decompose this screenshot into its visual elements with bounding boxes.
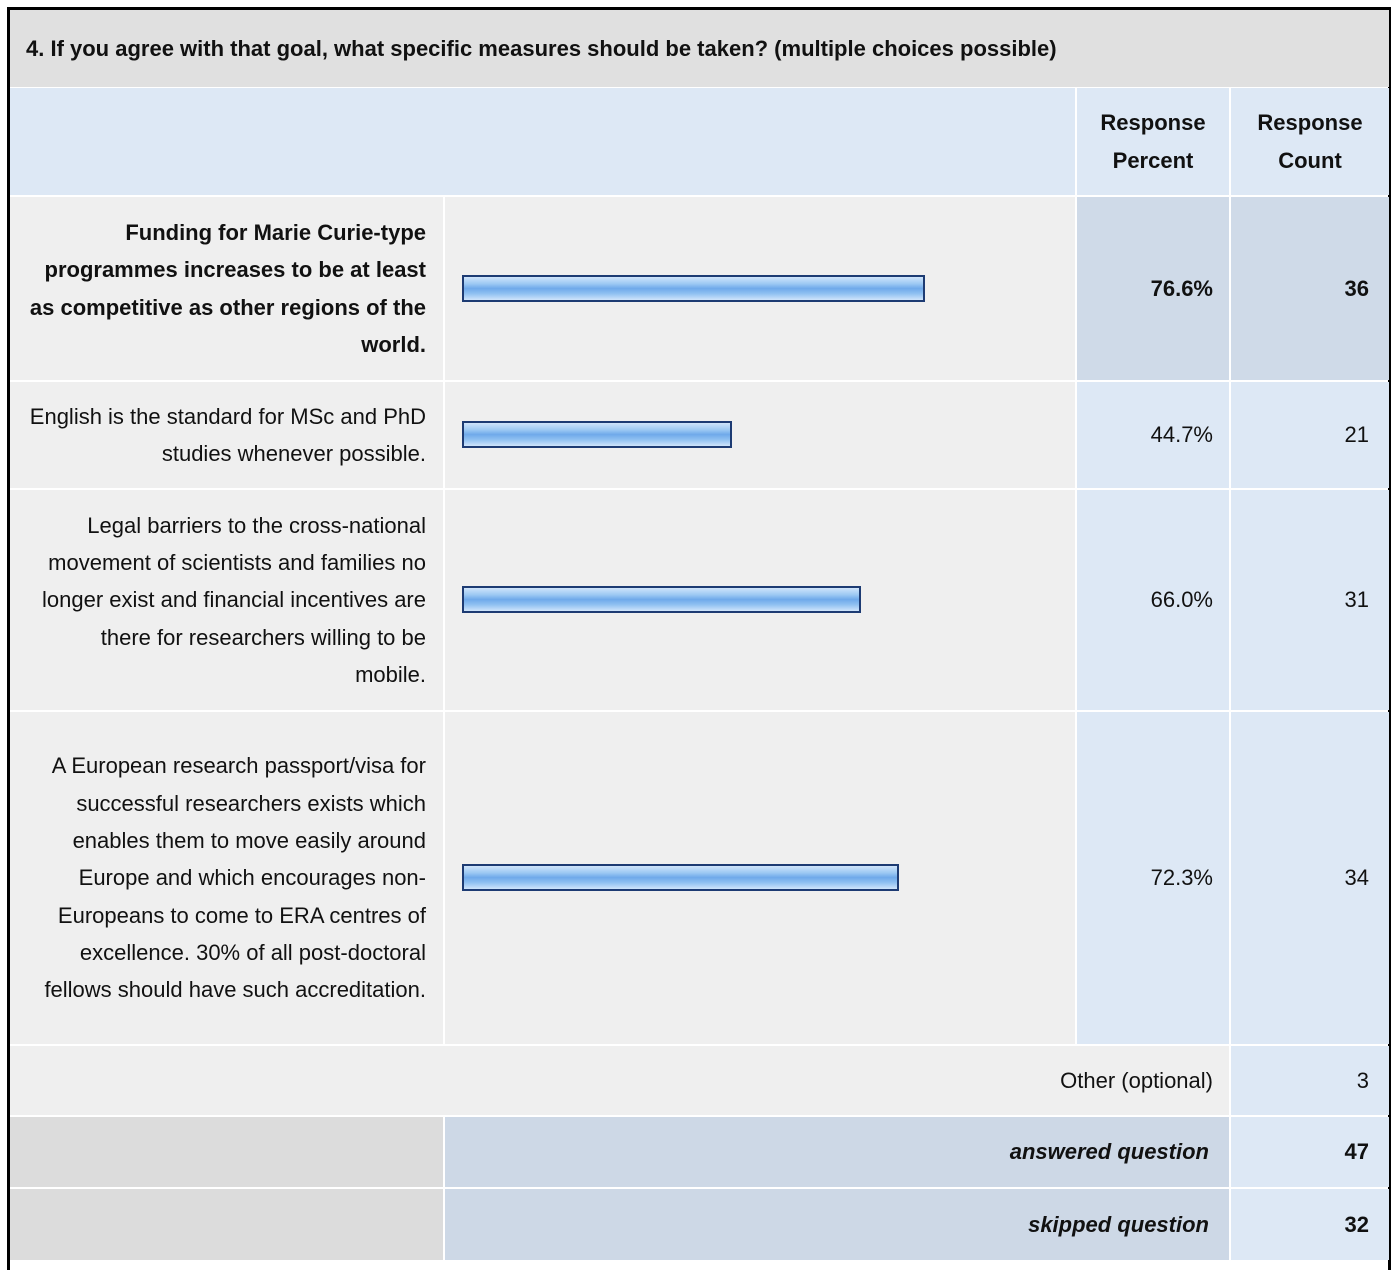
row-percent: 66.0% (1077, 490, 1229, 710)
row-label: Legal barriers to the cross-national mov… (10, 490, 443, 710)
other-count: 3 (1231, 1046, 1389, 1115)
bar (462, 274, 925, 302)
row-percent: 44.7% (1077, 382, 1229, 488)
row-percent-text: 44.7% (1150, 422, 1213, 448)
row-count-text: 36 (1344, 275, 1369, 301)
other-label: Other (optional) (10, 1046, 1229, 1115)
answered-blank (10, 1117, 443, 1187)
row-count: 36 (1231, 197, 1389, 380)
row-count: 31 (1231, 490, 1389, 710)
bar-cell (445, 712, 1075, 1044)
bar (462, 864, 899, 891)
header-blank (10, 88, 1075, 195)
row-count: 21 (1231, 382, 1389, 488)
answered-count-text: 47 (1344, 1139, 1369, 1165)
row-count-text: 34 (1344, 865, 1369, 891)
row-percent-text: 66.0% (1150, 587, 1213, 613)
row-count-text: 31 (1344, 587, 1369, 613)
row-label: A European research passport/visa for su… (10, 712, 443, 1044)
title-text: 4. If you agree with that goal, what spe… (26, 35, 1057, 61)
row-percent-text: 72.3% (1150, 865, 1213, 891)
row-label-text: A European research passport/visa for su… (44, 753, 426, 1003)
skipped-label-text: skipped question (1028, 1211, 1209, 1237)
row-label-text: Legal barriers to the cross-national mov… (41, 512, 426, 687)
row-label: English is the standard for MSc and PhD … (10, 382, 443, 488)
row-percent-text: 76.6% (1150, 275, 1213, 301)
row-percent: 72.3% (1077, 712, 1229, 1044)
bar (462, 586, 861, 613)
skipped-blank (10, 1189, 443, 1260)
bar-cell (445, 490, 1075, 710)
bar-cell (445, 197, 1075, 380)
bar-cell (445, 382, 1075, 488)
skipped-count-text: 32 (1344, 1211, 1369, 1237)
row-label: Funding for Marie Curie-type programmes … (10, 197, 443, 380)
bar (462, 421, 732, 448)
row-label-text: Funding for Marie Curie-type programmes … (29, 219, 426, 357)
title: 4. If you agree with that goal, what spe… (10, 10, 1389, 87)
skipped-count: 32 (1231, 1189, 1389, 1260)
other-label-text: Other (optional) (1060, 1067, 1213, 1093)
answered-count: 47 (1231, 1117, 1389, 1187)
header-percent: Response Percent (1077, 88, 1229, 195)
answered-label: answered question (445, 1117, 1229, 1187)
row-count-text: 21 (1344, 422, 1369, 448)
header-percent-text: Response Percent (1100, 110, 1206, 173)
row-percent: 76.6% (1077, 197, 1229, 380)
header-count-text: Response Count (1257, 110, 1363, 173)
other-count-text: 3 (1356, 1067, 1369, 1093)
row-count: 34 (1231, 712, 1389, 1044)
header-count: Response Count (1231, 88, 1389, 195)
survey-table: 4. If you agree with that goal, what spe… (7, 7, 1391, 1270)
row-label-text: English is the standard for MSc and PhD … (29, 403, 426, 466)
skipped-label: skipped question (445, 1189, 1229, 1260)
answered-label-text: answered question (1009, 1139, 1209, 1165)
